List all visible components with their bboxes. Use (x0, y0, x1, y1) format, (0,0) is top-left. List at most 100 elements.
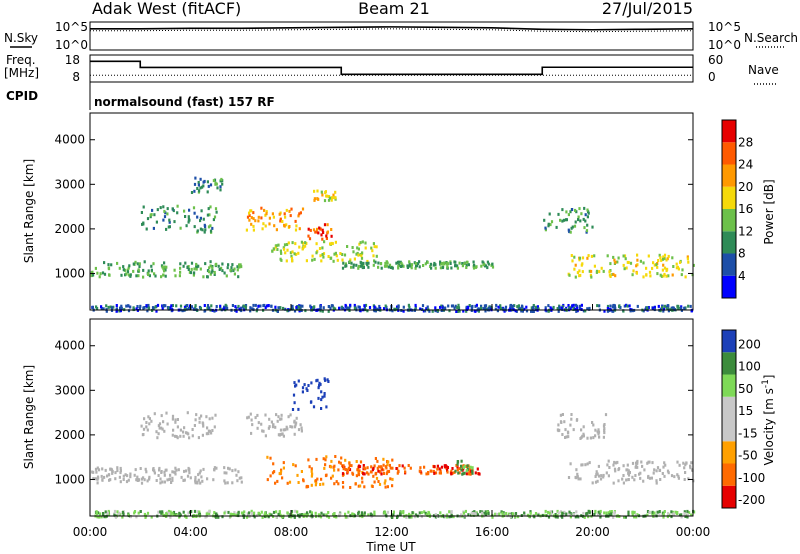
scatter-cell-r8-98 (636, 459, 639, 463)
scatter-cell-r7-45 (439, 266, 442, 270)
scatter-cell-r2-15 (214, 182, 217, 186)
scatter-cell-r4-77 (387, 460, 390, 464)
scatter-cell-r8-92 (631, 475, 634, 479)
scatter-cell-r10-223 (421, 304, 425, 308)
scatter-cell-r2-44 (281, 432, 284, 436)
scatter-cell-r10-546 (569, 307, 572, 311)
scatter-cell-r4-56 (288, 480, 292, 484)
scatter-cell-r10-111 (109, 305, 112, 309)
scatter-cell-r7-100 (433, 261, 436, 265)
scatter-cell-r10-452 (484, 304, 488, 308)
scatter-cell-r9-457 (233, 513, 236, 517)
scatter-cell-r1-49 (158, 422, 162, 426)
scatter-cell-r8-5 (569, 210, 572, 214)
scatter-cell-r0-88 (126, 270, 130, 274)
scatter-cell-r10-232 (652, 306, 655, 310)
scatter-cell-r6-2 (334, 240, 337, 244)
scatter-cell-r8-85 (596, 479, 599, 483)
scatter-cell-r8-43 (571, 208, 574, 211)
scatter-cell-r5-75 (397, 469, 400, 473)
scatter-cell-r10-369 (521, 305, 524, 309)
scatter-cell-r9-28 (578, 258, 581, 262)
scatter-cell-r10-513 (629, 309, 632, 313)
velocity-colorbar-segment-3 (722, 419, 736, 442)
scatter-cell-r10-522 (473, 309, 476, 313)
scatter-cell-r9-4 (652, 261, 655, 265)
scatter-cell-r9-315 (646, 513, 649, 517)
scatter-cell-r1-26 (155, 430, 158, 434)
scatter-cell-r2-47 (249, 412, 252, 416)
scatter-cell-r9-484 (554, 515, 557, 519)
scatter-cell-r8-13 (582, 217, 585, 221)
scatter-cell-r4-33 (375, 476, 379, 480)
scatter-cell-r8-78 (673, 475, 676, 479)
scatter-cell-r9-308 (386, 510, 390, 514)
scatter-cell-r9-345 (405, 515, 408, 519)
scatter-cell-r10-450 (613, 307, 616, 311)
scatter-cell-r10-279 (440, 304, 443, 308)
scatter-cell-r0-125 (185, 469, 188, 473)
scatter-cell-r1-7 (140, 211, 143, 214)
scatter-cell-r10-35 (586, 307, 589, 311)
power-colorbar-tick-6: 28 (738, 135, 753, 149)
noise-tick-right-bottom: 10^0 (708, 38, 741, 52)
scatter-cell-r9-452 (588, 511, 591, 515)
scatter-cell-r9-14 (639, 259, 642, 263)
scatter-cell-r9-73 (610, 510, 613, 513)
scatter-cell-r10-372 (154, 305, 157, 309)
scatter-cell-r0-117 (98, 275, 101, 279)
scatter-cell-r0-74 (109, 467, 112, 471)
scatter-cell-r10-162 (474, 304, 477, 308)
scatter-cell-r0-25 (116, 466, 119, 470)
scatter-cell-r6-50 (336, 258, 339, 262)
scatter-cell-r1-44 (162, 420, 165, 424)
scatter-cell-r8-46 (565, 210, 568, 214)
scatter-cell-r9-114 (687, 260, 690, 264)
scatter-cell-r10-112 (480, 304, 483, 308)
scatter-cell-r7-24 (589, 436, 592, 440)
scatter-cell-r9-494 (160, 511, 163, 515)
scatter-cell-r3-31 (320, 398, 323, 402)
scatter-cell-r10-517 (327, 305, 330, 308)
scatter-cell-r7-80 (491, 262, 494, 266)
scatter-cell-r7-101 (357, 266, 360, 270)
scatter-cell-r10-318 (625, 303, 628, 307)
scatter-cell-r0-59 (127, 266, 130, 270)
scatter-cell-r7-3 (604, 413, 608, 417)
scatter-cell-r7-110 (385, 260, 388, 264)
scatter-cell-r9-49 (150, 515, 153, 519)
scatter-cell-r0-90 (184, 261, 187, 265)
scatter-cell-r2-25 (196, 187, 199, 190)
scatter-cell-r4-68 (382, 457, 385, 461)
scatter-cell-r10-205 (402, 305, 405, 309)
scatter-cell-r9-16 (609, 510, 612, 514)
scatter-cell-r4-83 (333, 482, 336, 486)
freq-unit-label: [MHz] (4, 66, 39, 80)
scatter-cell-r9-529 (505, 512, 508, 515)
scatter-cell-r0-100 (177, 468, 180, 472)
scatter-cell-r0-18 (147, 269, 150, 273)
scatter-cell-r3-40 (262, 222, 265, 226)
scatter-cell-r0-71 (171, 470, 174, 474)
scatter-cell-r5-51 (465, 472, 468, 476)
scatter-cell-r3-7 (301, 390, 304, 394)
scatter-cell-r5-76 (451, 467, 454, 470)
scatter-cell-r4-42 (281, 476, 284, 480)
scatter-cell-r4-13 (363, 485, 366, 489)
scatter-cell-r3-42 (289, 214, 292, 218)
scatter-cell-r6-2 (460, 459, 463, 463)
scatter-cell-r10-477 (596, 304, 599, 308)
scatter-cell-r9-67 (670, 515, 673, 519)
scatter-cell-r9-19 (663, 266, 667, 270)
scatter-cell-r6-84 (349, 258, 352, 262)
scatter-cell-r10-52 (623, 304, 626, 308)
scatter-cell-r7-18 (344, 262, 347, 266)
scatter-cell-r0-139 (94, 266, 97, 270)
scatter-cell-r0-135 (188, 468, 191, 472)
scatter-cell-r0-104 (218, 268, 221, 271)
scatter-cell-r9-43 (602, 269, 605, 273)
scatter-cell-r9-341 (250, 512, 254, 515)
velocity-colorbar-label-exp: -1 (761, 379, 771, 388)
scatter-cell-r9-33 (659, 273, 662, 277)
velocity-colorbar-segment-5 (722, 374, 736, 397)
